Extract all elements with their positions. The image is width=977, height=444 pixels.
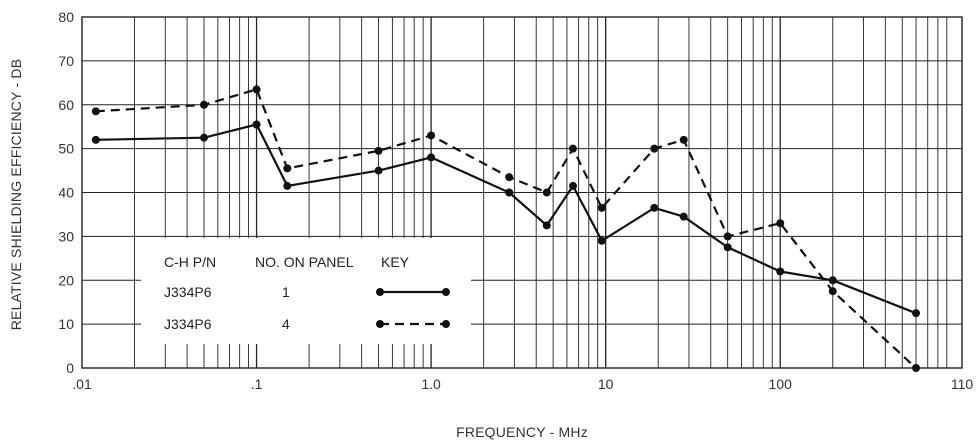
y-tick-labels: 0 10 20 30 40 50 60 70 80 [58, 9, 74, 376]
x-tick-label: 1.0 [421, 376, 441, 392]
series-line-solid [95, 123, 917, 315]
data-point-solid [283, 181, 292, 190]
data-point-dashed [597, 203, 606, 212]
data-point-solid [505, 188, 514, 197]
y-tick-label: 20 [58, 272, 74, 288]
legend-header: NO. ON PANEL [255, 254, 354, 270]
y-tick-label: 0 [66, 360, 74, 376]
y-tick-label: 70 [58, 53, 74, 69]
legend-header: KEY [381, 254, 410, 270]
legend-header: C-H P/N [164, 254, 216, 270]
legend-key-marker [442, 288, 450, 296]
legend-part-number: J334P6 [164, 284, 212, 300]
data-point-solid [374, 166, 383, 175]
legend-key-marker [376, 288, 384, 296]
x-tick-labels: .01 .1 1.0 10 100 110 [72, 376, 973, 392]
x-tick-label: 110 [951, 376, 974, 392]
legend-part-number: J334P6 [164, 316, 212, 332]
x-tick-label: .1 [251, 376, 263, 392]
data-point-solid [542, 221, 551, 230]
data-point-dashed [427, 131, 436, 140]
data-point-solid [679, 212, 688, 221]
data-point-dashed [91, 107, 100, 116]
data-point-solid [912, 309, 921, 318]
y-tick-label: 40 [58, 185, 74, 201]
data-point-solid [569, 181, 578, 190]
data-point-dashed [679, 135, 688, 144]
x-tick-label: .01 [72, 376, 92, 392]
data-point-dashed [374, 146, 383, 155]
x-tick-label: 100 [769, 376, 793, 392]
data-point-dashed [723, 232, 732, 241]
data-point-dashed [776, 219, 785, 228]
y-tick-label: 50 [58, 141, 74, 157]
legend-key-marker [376, 320, 384, 328]
data-point-dashed [283, 164, 292, 173]
y-tick-label: 10 [58, 316, 74, 332]
data-point-dashed [252, 85, 261, 94]
legend-panel-count: 1 [282, 284, 290, 300]
data-point-dashed [828, 287, 837, 296]
data-point-solid [200, 133, 209, 142]
data-point-solid [650, 203, 659, 212]
series-group [91, 85, 921, 372]
data-point-dashed [200, 100, 209, 109]
data-point-dashed [505, 173, 514, 182]
data-point-dashed [912, 364, 921, 372]
y-tick-label: 60 [58, 97, 74, 113]
y-axis-title: RELATIVE SHIELDING EFFICIENCY - DB [8, 59, 24, 331]
x-tick-label: 10 [598, 376, 614, 392]
data-point-solid [828, 276, 837, 285]
data-point-dashed [650, 144, 659, 153]
data-point-solid [91, 135, 100, 144]
data-point-solid [776, 267, 785, 276]
data-point-solid [597, 236, 606, 245]
data-point-solid [723, 243, 732, 252]
legend-panel-count: 4 [282, 316, 290, 332]
legend: C-H P/N NO. ON PANEL KEY J334P6 1 J334P6 4 [141, 238, 471, 344]
legend-key-marker [442, 320, 450, 328]
y-tick-label: 80 [58, 9, 74, 25]
x-axis-title: FREQUENCY - MHz [456, 424, 588, 440]
plot-frame [81, 16, 963, 369]
y-tick-label: 30 [58, 228, 74, 244]
data-point-solid [427, 153, 436, 162]
data-point-solid [252, 120, 261, 129]
data-point-dashed [569, 144, 578, 153]
data-point-dashed [542, 188, 551, 197]
